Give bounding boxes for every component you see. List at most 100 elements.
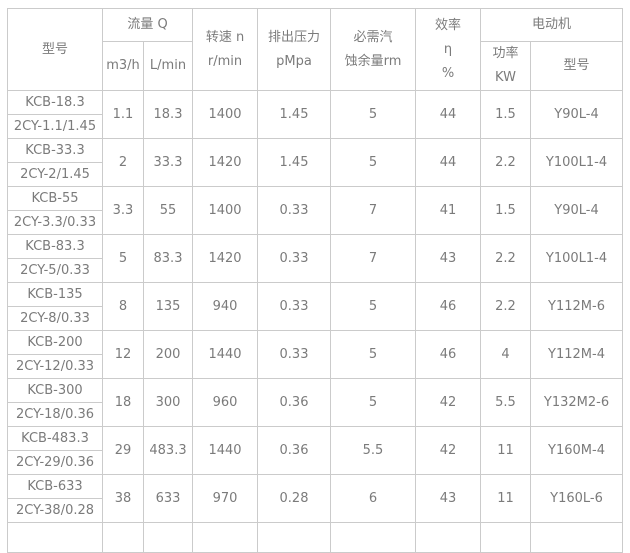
table-row: KCB-18.3 1.1 18.3 1400 1.45 5 44 1.5 Y90… (7, 90, 624, 139)
motor-power-cell: 1.5 (480, 186, 531, 235)
motor-model-cell: Y112M-4 (529, 330, 624, 379)
motor-power-cell: 5.5 (480, 378, 531, 427)
pressure-cell: 0.33 (257, 186, 331, 235)
partial-cell (415, 522, 481, 553)
flow-m3h-cell: 1.1 (102, 90, 144, 139)
npsh-cell: 5 (330, 138, 416, 187)
motor-power-cell: 2.2 (480, 282, 531, 331)
flow-lmin-cell: 18.3 (143, 90, 193, 139)
partial-cell (102, 522, 144, 553)
table-row: KCB-300 18 300 960 0.36 5 42 5.5 Y132M2-… (7, 378, 624, 427)
model-a-cell: KCB-55 (7, 186, 103, 211)
motor-power-cell: 2.2 (480, 138, 531, 187)
table-row: KCB-633 38 633 970 0.28 6 43 11 Y160L-6 (7, 474, 624, 523)
header-flow-m3h: m3/h (102, 41, 144, 91)
model-a-cell: KCB-633 (7, 474, 103, 499)
table-row: KCB-55 3.3 55 1400 0.33 7 41 1.5 Y90L-4 (7, 186, 624, 235)
header-flow-lmin: L/min (143, 41, 193, 91)
partial-cell (143, 522, 193, 553)
table-header: 型号 流量 Q 转速 n r/min 排出压力 pMpa 必需汽 蚀余量rm 效… (7, 8, 624, 91)
speed-cell: 960 (192, 378, 258, 427)
npsh-cell: 5.5 (330, 426, 416, 475)
header-row-2: m3/h L/min 功率KW 型号 (8, 41, 624, 91)
partial-cell (330, 522, 416, 553)
model-b-cell: 2CY-12/0.33 (7, 354, 103, 379)
model-b-cell: 2CY-1.1/1.45 (7, 114, 103, 139)
table-partial-row-clipped (7, 522, 624, 553)
pressure-cell: 0.33 (257, 234, 331, 283)
pump-spec-table-container: 型号 流量 Q 转速 n r/min 排出压力 pMpa 必需汽 蚀余量rm 效… (7, 8, 624, 553)
header-efficiency: 效率 η % (415, 8, 481, 91)
model-a-cell: KCB-483.3 (7, 426, 103, 451)
speed-cell: 1400 (192, 90, 258, 139)
motor-power-cell: 2.2 (480, 234, 531, 283)
table-row-sub: 2CY-5/0.33 (7, 258, 623, 283)
flow-m3h-cell: 38 (102, 474, 144, 523)
npsh-cell: 7 (330, 186, 416, 235)
motor-model-cell: Y160M-4 (529, 426, 624, 475)
motor-power-cell: 1.5 (480, 90, 531, 139)
npsh-cell: 5 (330, 330, 416, 379)
npsh-cell: 6 (330, 474, 416, 523)
efficiency-cell: 43 (415, 474, 481, 523)
header-speed: 转速 n r/min (192, 8, 258, 91)
table-row-partial (7, 522, 624, 553)
header-motor-model: 型号 (529, 41, 624, 91)
pump-spec-table: 型号 流量 Q 转速 n r/min 排出压力 pMpa 必需汽 蚀余量rm 效… (7, 8, 624, 553)
efficiency-cell: 46 (415, 330, 481, 379)
motor-model-cell: Y100L1-4 (529, 138, 624, 187)
efficiency-cell: 46 (415, 282, 481, 331)
speed-cell: 1420 (192, 138, 258, 187)
flow-m3h-cell: 5 (102, 234, 144, 283)
table-row-sub: 2CY-18/0.36 (7, 402, 623, 427)
flow-lmin-cell: 55 (143, 186, 193, 235)
header-pressure: 排出压力 pMpa (257, 8, 331, 91)
flow-lmin-cell: 33.3 (143, 138, 193, 187)
npsh-cell: 5 (330, 378, 416, 427)
header-row-1: 型号 流量 Q 转速 n r/min 排出压力 pMpa 必需汽 蚀余量rm 效… (7, 8, 624, 91)
efficiency-cell: 42 (415, 378, 481, 427)
npsh-cell: 5 (330, 90, 416, 139)
motor-model-cell: Y100L1-4 (529, 234, 624, 283)
speed-cell: 1440 (192, 426, 258, 475)
table-row: KCB-483.3 29 483.3 1440 0.36 5.5 42 11 Y… (7, 426, 624, 475)
table-row-sub: 2CY-3.3/0.33 (7, 210, 623, 235)
motor-model-cell: Y132M2-6 (529, 378, 624, 427)
header-npsh: 必需汽 蚀余量rm (330, 8, 416, 91)
header-flow: 流量 Q (102, 8, 193, 42)
flow-lmin-cell: 300 (143, 378, 193, 427)
header-model: 型号 (7, 8, 103, 91)
motor-model-cell: Y160L-6 (529, 474, 624, 523)
partial-cell (192, 522, 258, 553)
efficiency-cell: 44 (415, 90, 481, 139)
table-row: KCB-200 12 200 1440 0.33 5 46 4 Y112M-4 (7, 330, 624, 379)
flow-lmin-cell: 633 (143, 474, 193, 523)
table-row-sub: 2CY-12/0.33 (7, 354, 623, 379)
speed-cell: 1420 (192, 234, 258, 283)
flow-m3h-cell: 3.3 (102, 186, 144, 235)
speed-cell: 1400 (192, 186, 258, 235)
model-b-cell: 2CY-3.3/0.33 (7, 210, 103, 235)
speed-cell: 1440 (192, 330, 258, 379)
model-b-cell: 2CY-5/0.33 (7, 258, 103, 283)
pressure-cell: 0.33 (257, 330, 331, 379)
table-row: KCB-33.3 2 33.3 1420 1.45 5 44 2.2 Y100L… (7, 138, 624, 187)
flow-m3h-cell: 8 (102, 282, 144, 331)
flow-m3h-cell: 18 (102, 378, 144, 427)
model-a-cell: KCB-83.3 (7, 234, 103, 259)
model-a-cell: KCB-300 (7, 378, 103, 403)
pressure-cell: 0.28 (257, 474, 331, 523)
partial-cell (480, 522, 531, 553)
motor-power-cell: 11 (480, 474, 531, 523)
model-b-cell: 2CY-18/0.36 (7, 402, 103, 427)
motor-power-cell: 4 (480, 330, 531, 379)
pressure-cell: 0.36 (257, 378, 331, 427)
model-b-cell: 2CY-2/1.45 (7, 162, 103, 187)
speed-cell: 970 (192, 474, 258, 523)
pressure-cell: 0.36 (257, 426, 331, 475)
flow-m3h-cell: 2 (102, 138, 144, 187)
partial-cell (7, 522, 103, 553)
flow-lmin-cell: 200 (143, 330, 193, 379)
pressure-cell: 1.45 (257, 138, 331, 187)
header-motor-power: 功率KW (480, 41, 531, 91)
